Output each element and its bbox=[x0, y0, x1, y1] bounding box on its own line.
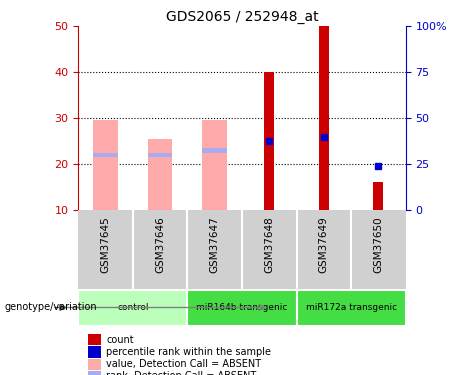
Bar bbox=[148, 153, 172, 157]
Text: GSM37648: GSM37648 bbox=[264, 216, 274, 273]
Bar bbox=[319, 26, 329, 210]
Text: GSM37650: GSM37650 bbox=[373, 216, 384, 273]
Bar bbox=[188, 290, 296, 326]
Bar bbox=[202, 148, 227, 153]
Bar bbox=[94, 153, 118, 157]
Bar bbox=[94, 120, 118, 210]
Text: rank, Detection Call = ABSENT: rank, Detection Call = ABSENT bbox=[106, 371, 256, 375]
Text: GSM37645: GSM37645 bbox=[100, 216, 111, 273]
Title: GDS2065 / 252948_at: GDS2065 / 252948_at bbox=[165, 10, 319, 24]
Text: value, Detection Call = ABSENT: value, Detection Call = ABSENT bbox=[106, 359, 261, 369]
Bar bbox=[296, 290, 406, 326]
Text: GSM37646: GSM37646 bbox=[155, 216, 165, 273]
Bar bbox=[265, 72, 274, 210]
Text: percentile rank within the sample: percentile rank within the sample bbox=[106, 347, 271, 357]
Bar bbox=[373, 183, 383, 210]
Text: control: control bbox=[117, 303, 148, 312]
Text: miR172a transgenic: miR172a transgenic bbox=[306, 303, 397, 312]
Text: GSM37647: GSM37647 bbox=[210, 216, 220, 273]
Text: genotype/variation: genotype/variation bbox=[5, 303, 97, 312]
Bar bbox=[202, 120, 227, 210]
Text: miR164b transgenic: miR164b transgenic bbox=[196, 303, 288, 312]
Bar bbox=[78, 290, 188, 326]
Text: GSM37649: GSM37649 bbox=[319, 216, 329, 273]
Bar bbox=[148, 139, 172, 210]
Text: count: count bbox=[106, 335, 134, 345]
